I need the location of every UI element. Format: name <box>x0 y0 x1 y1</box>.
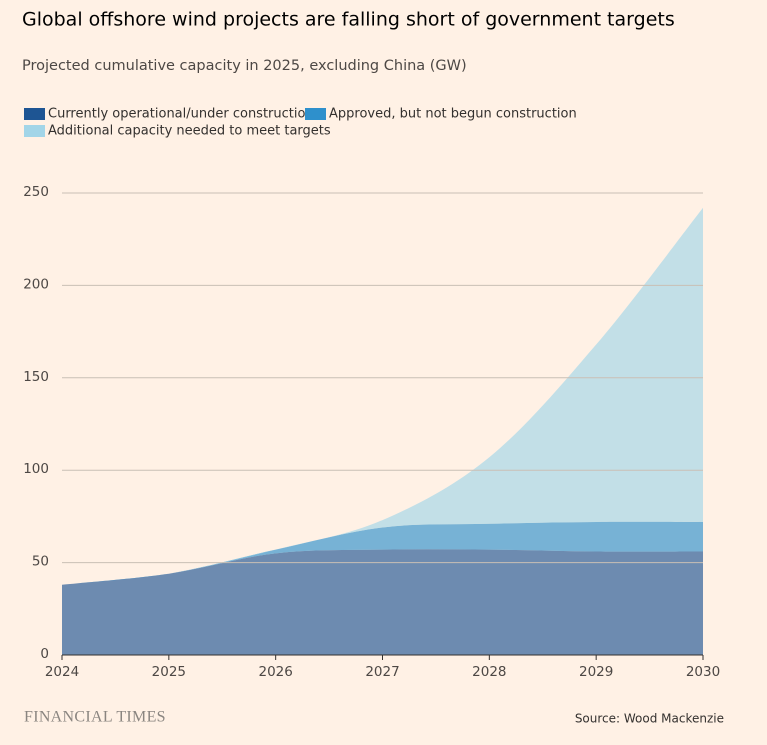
legend-label: Currently operational/under construction <box>48 107 314 122</box>
legend-swatch <box>24 125 45 137</box>
area <box>62 207 703 585</box>
legend-label: Approved, but not begun construction <box>329 107 577 122</box>
legend-label: Additional capacity needed to meet targe… <box>48 124 331 139</box>
x-tick-label: 2027 <box>365 664 399 680</box>
source: Source: Wood Mackenzie <box>575 712 724 726</box>
y-tick-label: 50 <box>32 554 49 570</box>
area <box>62 521 703 585</box>
x-tick-label: 2028 <box>472 664 506 680</box>
y-tick-label: 150 <box>23 369 49 385</box>
y-tick-label: 200 <box>23 276 49 292</box>
x-tick-label: 2029 <box>579 664 613 680</box>
legend-swatch <box>305 108 326 120</box>
x-tick-label: 2026 <box>258 664 292 680</box>
x-tick-label: 2030 <box>686 664 720 680</box>
x-tick-label: 2024 <box>45 664 79 680</box>
area <box>62 549 703 655</box>
y-tick-label: 250 <box>23 184 49 200</box>
y-tick-label: 100 <box>23 461 49 477</box>
chart-subtitle: Projected cumulative capacity in 2025, e… <box>22 58 467 74</box>
legend-swatch <box>24 108 45 120</box>
chart-title: Global offshore wind projects are fallin… <box>22 9 675 31</box>
x-tick-label: 2025 <box>152 664 186 680</box>
brand: FINANCIAL TIMES <box>24 709 166 726</box>
y-tick-label: 0 <box>40 646 49 662</box>
